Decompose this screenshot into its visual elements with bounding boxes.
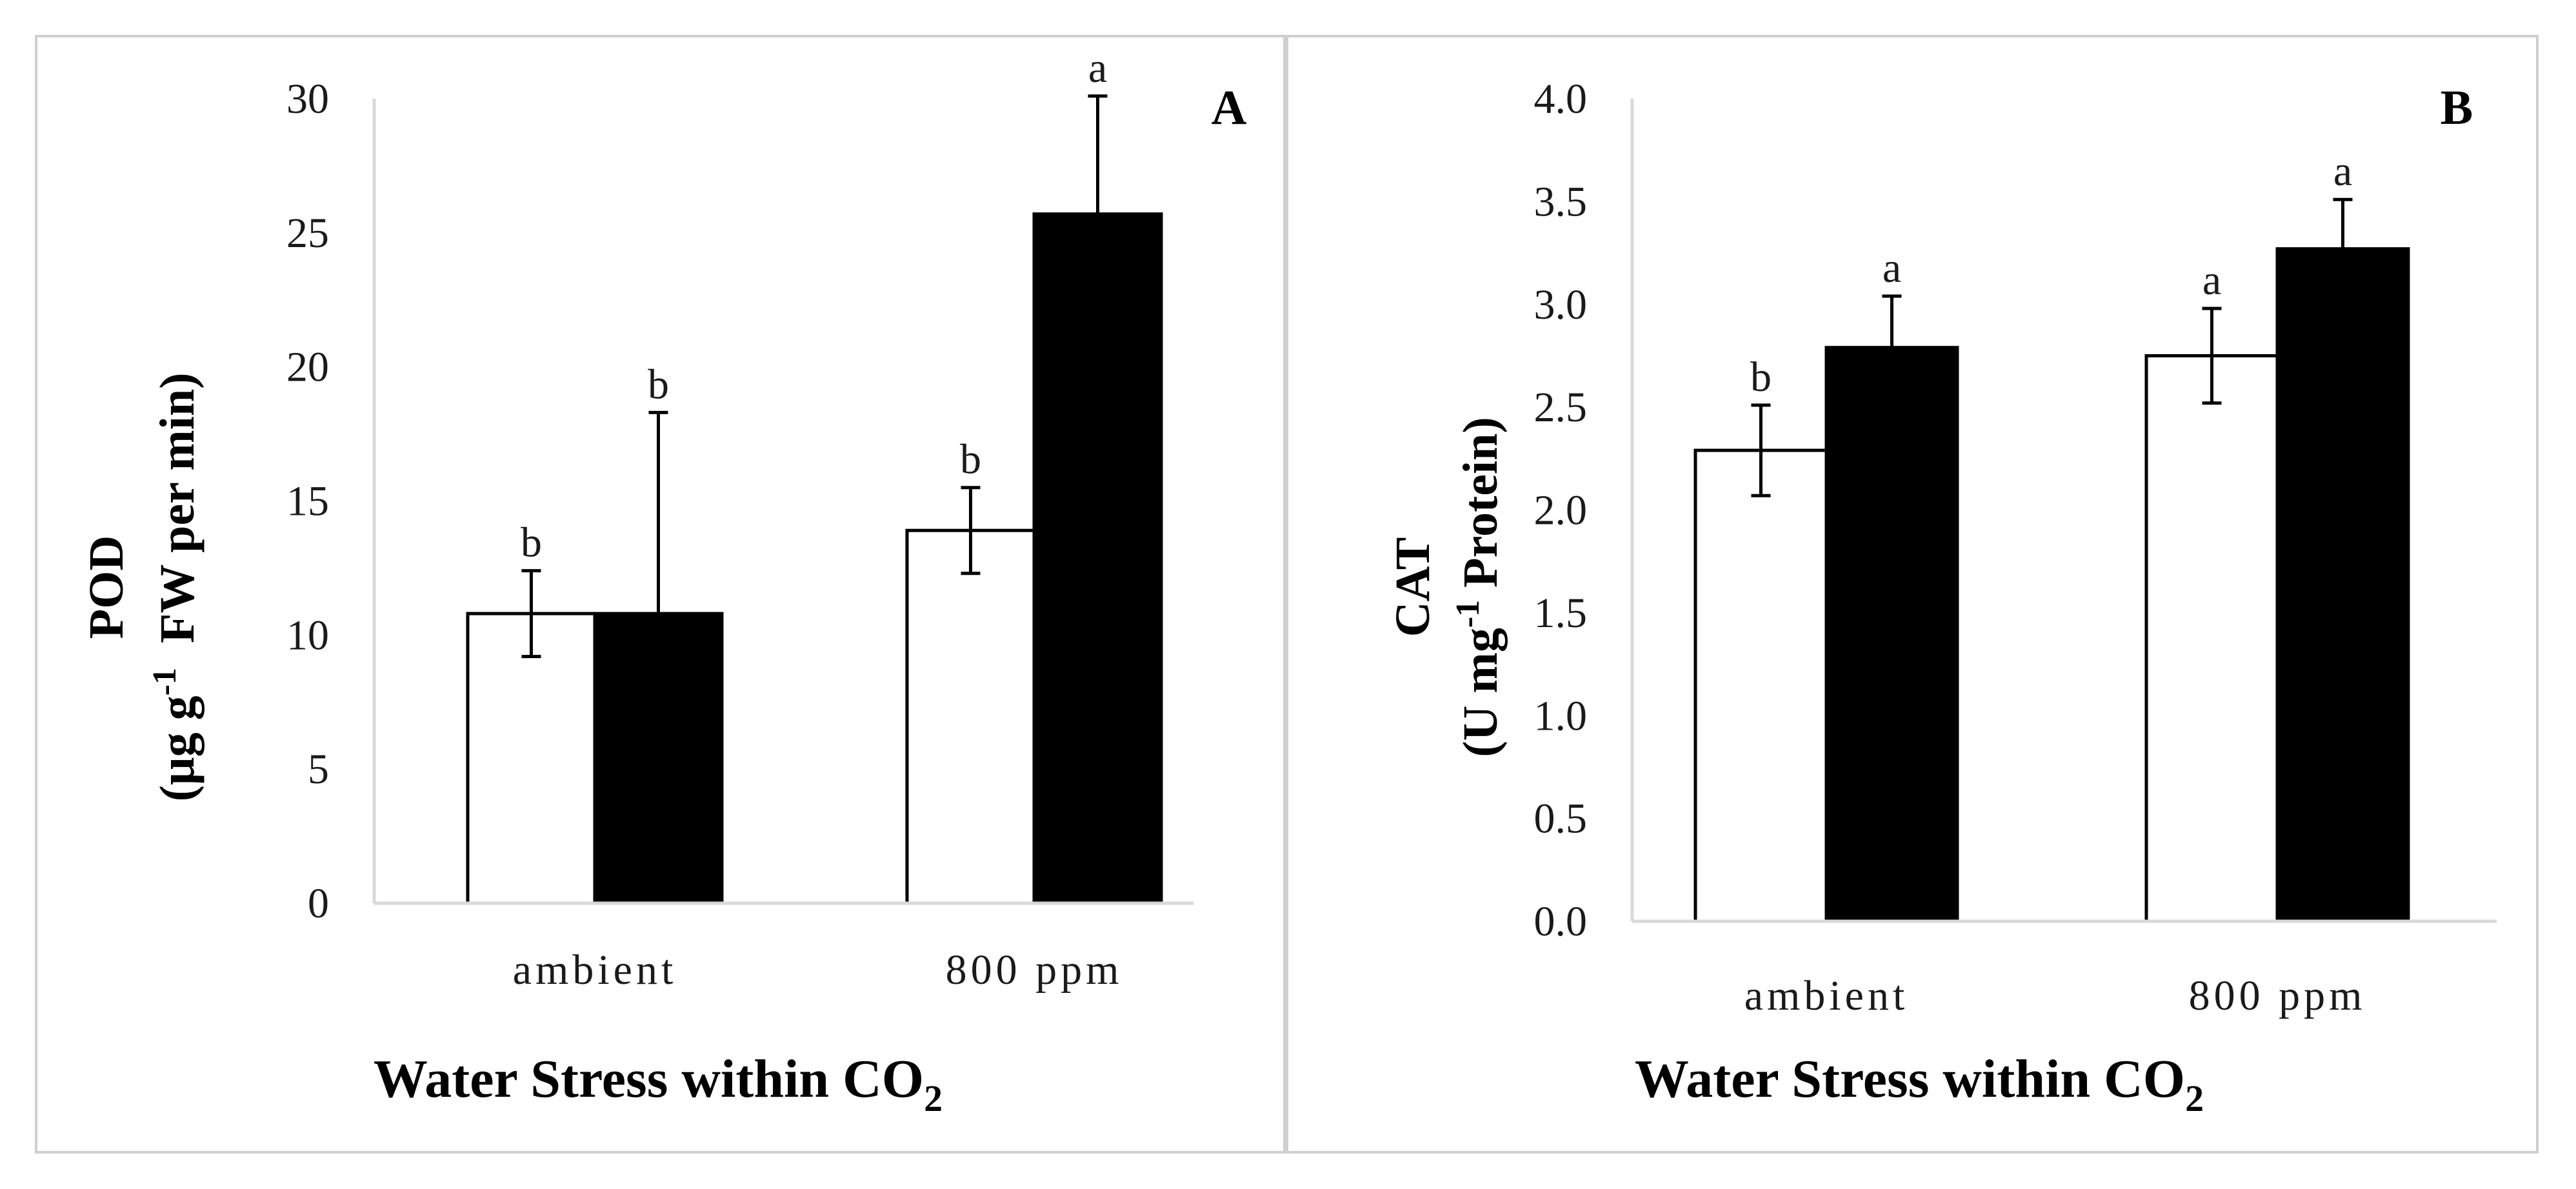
panel-b-y-tick-label: 3.5 bbox=[1534, 178, 1588, 225]
panel-a-y-tick-label: 20 bbox=[286, 344, 329, 391]
panel-b-y-tick-label: 4.0 bbox=[1534, 75, 1588, 123]
panel-a-xlabel: Water Stress within CO2 bbox=[374, 1049, 943, 1119]
panel-a-bar-control-2 bbox=[905, 528, 1036, 905]
panel-a-chart: 0 5 10 15 20 25 30 b b b a ambient 800 ppm bbox=[286, 45, 1193, 994]
panel-a-y-tick-label: 30 bbox=[286, 75, 329, 123]
panel-b-bar-control-1 bbox=[1693, 448, 1828, 923]
panel-a-ylabel-line2: (µg g-1 FW per min) bbox=[146, 373, 205, 802]
panel-b-category-label: 800 ppm bbox=[2189, 972, 2366, 1019]
panel-a-frame bbox=[35, 35, 1286, 1154]
panel-b-ylabel-line2: (U mg-1 Protein) bbox=[1450, 417, 1508, 757]
panel-a-significance-letter: a bbox=[1088, 45, 1107, 92]
panel-a-error-bar bbox=[1088, 94, 1108, 334]
panel-b-xlabel: Water Stress within CO2 bbox=[1635, 1049, 2204, 1119]
panel-a-category-label: 800 ppm bbox=[946, 946, 1123, 994]
panel-a-y-tick-label: 25 bbox=[286, 210, 329, 257]
panel-b-bar-control-2 bbox=[2144, 354, 2279, 923]
panel-b-y-tick-label: 3.0 bbox=[1534, 281, 1588, 328]
panel-b-y-tick-label: 0.0 bbox=[1534, 898, 1588, 945]
panel-b-error-bar bbox=[2202, 306, 2222, 405]
panel-a-category-label: ambient bbox=[513, 946, 677, 994]
panel-a-y-tick-label: 0 bbox=[308, 880, 329, 927]
panel-b-y-tick-label: 1.5 bbox=[1534, 590, 1588, 637]
panel-b-letter: B bbox=[2441, 81, 2473, 135]
panel-b-y-tick-label: 2.5 bbox=[1534, 384, 1588, 431]
panel-b-category-label: ambient bbox=[1744, 972, 1909, 1019]
panel-a-error-bar bbox=[961, 486, 981, 575]
panel-a-significance-letter: b bbox=[648, 361, 669, 408]
panel-b-bar-stress-2 bbox=[2275, 247, 2410, 923]
panel-b-y-tick-label: 1.0 bbox=[1534, 692, 1588, 739]
panel-b-error-bar bbox=[1882, 294, 1902, 401]
panel-b-significance-letter: a bbox=[1882, 245, 1901, 292]
panel-b-y-tick-label: 2.0 bbox=[1534, 487, 1588, 534]
panel-a-y-tick-label: 10 bbox=[286, 612, 329, 659]
panel-a-y-tick-label: 5 bbox=[308, 746, 329, 793]
panel-a-ylabel-line1: POD bbox=[79, 535, 134, 639]
panel-b-chart: 0.0 0.5 1.0 1.5 2.0 2.5 3.0 3.5 4.0 b a a a ambient 80… bbox=[1534, 75, 2497, 1019]
panel-a-y-tick-label: 15 bbox=[286, 478, 329, 525]
panel-b-significance-letter: b bbox=[1750, 354, 1772, 401]
panel-a-error-bar bbox=[521, 569, 541, 659]
panel-b-y-tick-label: 0.5 bbox=[1534, 795, 1588, 843]
panel-b-bar-stress-1 bbox=[1824, 346, 1959, 923]
panel-b-error-bar bbox=[2333, 197, 2353, 300]
panel-a-significance-letter: b bbox=[521, 519, 542, 566]
panel-b-significance-letter: a bbox=[2202, 257, 2221, 304]
panel-a-error-bar bbox=[648, 410, 668, 817]
panel-b-significance-letter: a bbox=[2333, 148, 2352, 195]
panel-a-bar-control-1 bbox=[466, 612, 597, 905]
panel-a-letter: A bbox=[1212, 81, 1247, 135]
panel-b-error-bar bbox=[1751, 403, 1771, 497]
panel-a-significance-letter: b bbox=[960, 436, 981, 483]
panel-b-frame bbox=[1286, 35, 2539, 1154]
panel-b-ylabel-line1: CAT bbox=[1386, 537, 1440, 637]
